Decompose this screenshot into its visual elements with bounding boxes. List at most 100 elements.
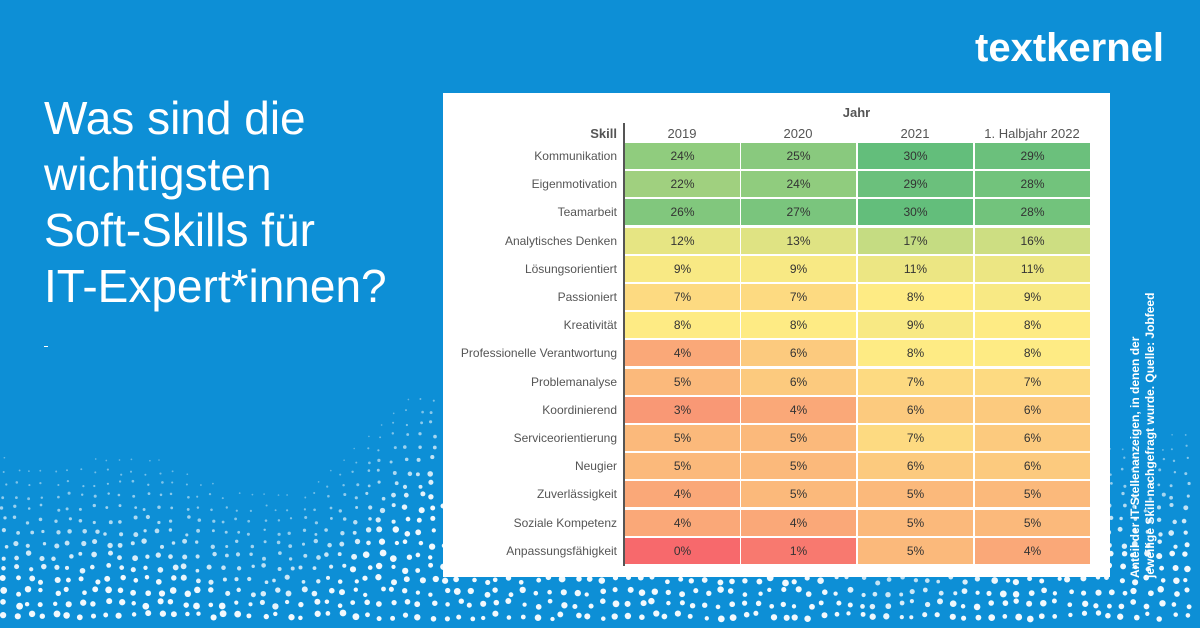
background-dot [1121, 448, 1124, 451]
background-dot [430, 455, 435, 460]
background-dot [1147, 461, 1150, 464]
background-dot [212, 519, 216, 523]
background-dot [847, 586, 854, 593]
background-dot [781, 587, 787, 593]
background-dot [67, 529, 72, 534]
background-dot [250, 592, 256, 598]
background-dot [301, 586, 308, 593]
background-dot [171, 470, 174, 473]
heatmap-cell: 5% [858, 509, 973, 536]
background-dot [76, 614, 83, 621]
background-dot [466, 602, 472, 608]
background-dot [195, 554, 200, 559]
background-dot [1156, 505, 1162, 510]
background-dot [303, 553, 308, 558]
background-dot [715, 604, 721, 610]
background-dot [394, 540, 400, 546]
background-dot [791, 614, 798, 621]
background-dot [4, 544, 9, 549]
row-label: Analytisches Denken [504, 233, 617, 248]
background-dot [353, 447, 356, 450]
background-dot [405, 409, 407, 412]
background-dot [1106, 603, 1112, 609]
background-dot [260, 590, 267, 597]
column-header: 1. Halbjahr 2022 [984, 126, 1080, 141]
background-dot [934, 612, 940, 618]
background-dot [350, 600, 356, 606]
row-label: Professionelle Verantwortung [460, 346, 617, 361]
background-dot [343, 459, 345, 462]
background-dot [492, 610, 499, 617]
background-dot [14, 613, 21, 620]
background-dot [742, 592, 748, 597]
row-label: Lösungsorientiert [524, 261, 617, 276]
background-dot [145, 610, 152, 617]
background-dot [1134, 480, 1137, 483]
background-dot [39, 556, 45, 562]
background-dot [130, 567, 136, 573]
background-dot [63, 612, 70, 619]
background-dot [415, 472, 420, 477]
background-dot [960, 604, 966, 609]
background-dot [1132, 528, 1138, 534]
heatmap-cell: 3% [625, 396, 740, 423]
heatmap-cell: 4% [625, 340, 740, 367]
background-dot [367, 565, 373, 570]
background-dot [92, 586, 99, 593]
background-dot [402, 567, 409, 575]
background-dot [356, 483, 360, 487]
background-dot [367, 484, 371, 488]
background-dot [329, 564, 334, 569]
background-dot [149, 459, 151, 462]
background-dot [885, 603, 892, 610]
background-dot [782, 579, 789, 587]
background-dot [221, 565, 226, 570]
background-dot [834, 611, 840, 617]
background-dot [624, 612, 632, 620]
background-dot [770, 614, 778, 621]
background-dot [106, 482, 109, 485]
background-dot [119, 532, 124, 537]
background-dot [402, 588, 408, 594]
background-dot [14, 496, 18, 500]
background-dot [886, 577, 892, 582]
background-dot [1144, 550, 1151, 557]
background-dot [274, 509, 277, 512]
background-dot [54, 564, 60, 570]
background-dot [817, 577, 824, 584]
background-dot [1172, 564, 1179, 572]
background-dot [1169, 550, 1176, 557]
background-dot [265, 504, 268, 507]
heatmap-cell: 28% [975, 199, 1090, 226]
background-dot [354, 496, 358, 500]
background-dot [1135, 445, 1138, 448]
heatmap-cell: 29% [858, 171, 973, 198]
background-dot [69, 554, 74, 559]
background-dot [974, 576, 981, 582]
background-dot [376, 468, 380, 472]
row-label: Koordinierend [542, 402, 617, 417]
background-dot [375, 562, 383, 570]
background-dot [155, 579, 162, 585]
background-dot [78, 576, 84, 582]
background-dot [453, 587, 461, 595]
background-dot [522, 602, 527, 607]
background-dot [12, 515, 17, 520]
background-dot [141, 538, 147, 544]
background-dot [196, 611, 201, 616]
background-dot [142, 508, 146, 511]
background-dot [389, 460, 393, 464]
background-dot [131, 479, 135, 483]
background-dot [791, 579, 797, 585]
background-dot [1, 566, 6, 571]
background-dot [64, 565, 70, 570]
background-dot [235, 552, 241, 557]
background-dot [365, 527, 372, 533]
background-dot [612, 587, 618, 593]
background-dot [1186, 456, 1189, 460]
background-dot [288, 544, 293, 549]
background-dot [1148, 481, 1152, 484]
background-dot [392, 526, 400, 533]
background-dot [1028, 590, 1035, 596]
background-dot [557, 611, 564, 618]
